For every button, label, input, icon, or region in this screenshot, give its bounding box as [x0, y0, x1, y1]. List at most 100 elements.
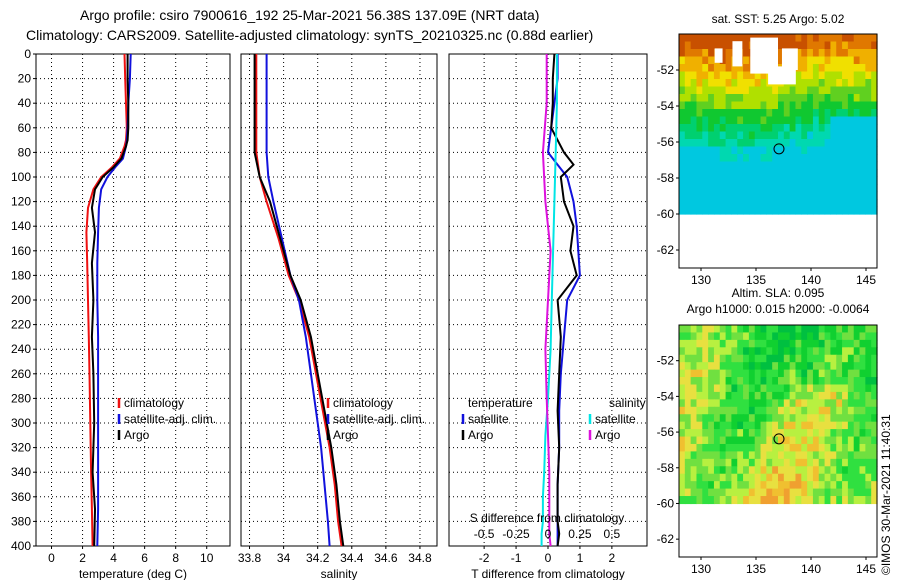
map-cell — [842, 49, 849, 58]
map-cell — [847, 384, 855, 393]
map-cell — [789, 399, 797, 408]
map-cell — [748, 131, 756, 140]
map-cell — [690, 406, 698, 415]
map-cell — [679, 466, 686, 475]
map-cell — [743, 101, 750, 110]
map-cell — [818, 49, 826, 58]
map-cell — [842, 191, 849, 200]
map-cell — [684, 49, 692, 58]
map-cell — [847, 429, 855, 438]
map-cell — [801, 49, 808, 58]
map-cell — [713, 161, 721, 170]
map-cell — [702, 154, 709, 163]
map-cell — [789, 369, 797, 378]
x-tick-label: 2 — [79, 551, 86, 565]
y-tick-label: 120 — [11, 195, 31, 209]
map-cell — [743, 176, 750, 185]
map-cell — [871, 332, 878, 341]
map-cell — [836, 481, 843, 490]
map-cell — [772, 109, 779, 118]
map-cell — [725, 71, 733, 80]
map-cell — [853, 391, 861, 400]
map-cell — [789, 391, 797, 400]
map-cell — [847, 377, 855, 386]
map-cell — [748, 169, 756, 178]
map-cell — [783, 406, 791, 415]
map-cell — [754, 161, 762, 170]
map-cell — [818, 443, 826, 453]
map-cell — [766, 86, 773, 95]
map-cell — [830, 199, 837, 208]
map-cell — [812, 154, 820, 163]
map-cell — [824, 332, 832, 341]
map-cell — [754, 496, 762, 505]
map-cell — [737, 86, 744, 95]
map-cell — [684, 116, 692, 125]
map-cell — [696, 176, 703, 185]
map-cell — [807, 139, 814, 148]
map-cell — [737, 369, 744, 378]
map-cell — [708, 473, 715, 482]
x-tick-label: 140 — [801, 273, 821, 287]
map-cell — [684, 466, 692, 475]
map-cell — [865, 41, 872, 50]
map-cell — [684, 94, 692, 103]
map-cell — [708, 176, 715, 185]
map-cell — [871, 325, 878, 334]
y-tick-label: 240 — [11, 342, 31, 356]
map-cell — [853, 41, 861, 50]
map-cell — [772, 146, 779, 155]
map-cell — [853, 451, 861, 460]
map-cell — [737, 94, 744, 103]
map-cell — [795, 199, 802, 208]
map-cell — [679, 161, 686, 170]
map-cell — [807, 429, 814, 438]
map-cell — [783, 146, 791, 155]
x-tick-label: 34.4 — [340, 551, 364, 565]
map-cell — [836, 451, 843, 460]
map-cell — [778, 399, 785, 408]
map-cell — [824, 466, 832, 475]
map-cell — [847, 325, 855, 334]
map-cell — [783, 443, 791, 453]
map-cell — [847, 458, 855, 467]
map-cell — [731, 421, 738, 430]
map-cell — [795, 41, 802, 50]
map-cell — [760, 71, 767, 80]
map-cell — [871, 169, 878, 178]
map-cell — [731, 436, 738, 445]
map-cell — [719, 339, 727, 348]
map-cell — [702, 384, 709, 393]
map-cell — [778, 339, 785, 348]
map-cell — [865, 451, 872, 460]
map-cell — [679, 169, 686, 178]
map-cell — [690, 176, 698, 185]
map-cell — [812, 421, 820, 430]
map-cell — [871, 496, 878, 505]
map-cell — [824, 399, 832, 408]
map-cell — [847, 86, 855, 95]
map-cell — [865, 377, 872, 386]
map-frame — [678, 33, 878, 269]
map-cell — [702, 325, 709, 334]
map-cell — [807, 161, 814, 170]
map-cell — [847, 339, 855, 348]
map-cell — [812, 354, 820, 363]
map-cell — [754, 101, 762, 110]
map-cell — [766, 101, 773, 110]
map-cell — [836, 473, 843, 482]
map-cell — [719, 131, 727, 140]
map-cell — [708, 347, 715, 356]
map-cell — [842, 71, 849, 80]
map-cell — [690, 347, 698, 356]
map-cell — [679, 154, 686, 163]
map-cell — [812, 384, 820, 393]
map-cell — [702, 79, 709, 88]
map-cell — [830, 56, 837, 65]
map-cell — [836, 124, 843, 133]
map-cell — [789, 362, 797, 371]
map-cell — [684, 109, 692, 118]
map-cell — [859, 488, 866, 497]
map-cell — [812, 466, 820, 475]
map-cell — [836, 191, 843, 200]
